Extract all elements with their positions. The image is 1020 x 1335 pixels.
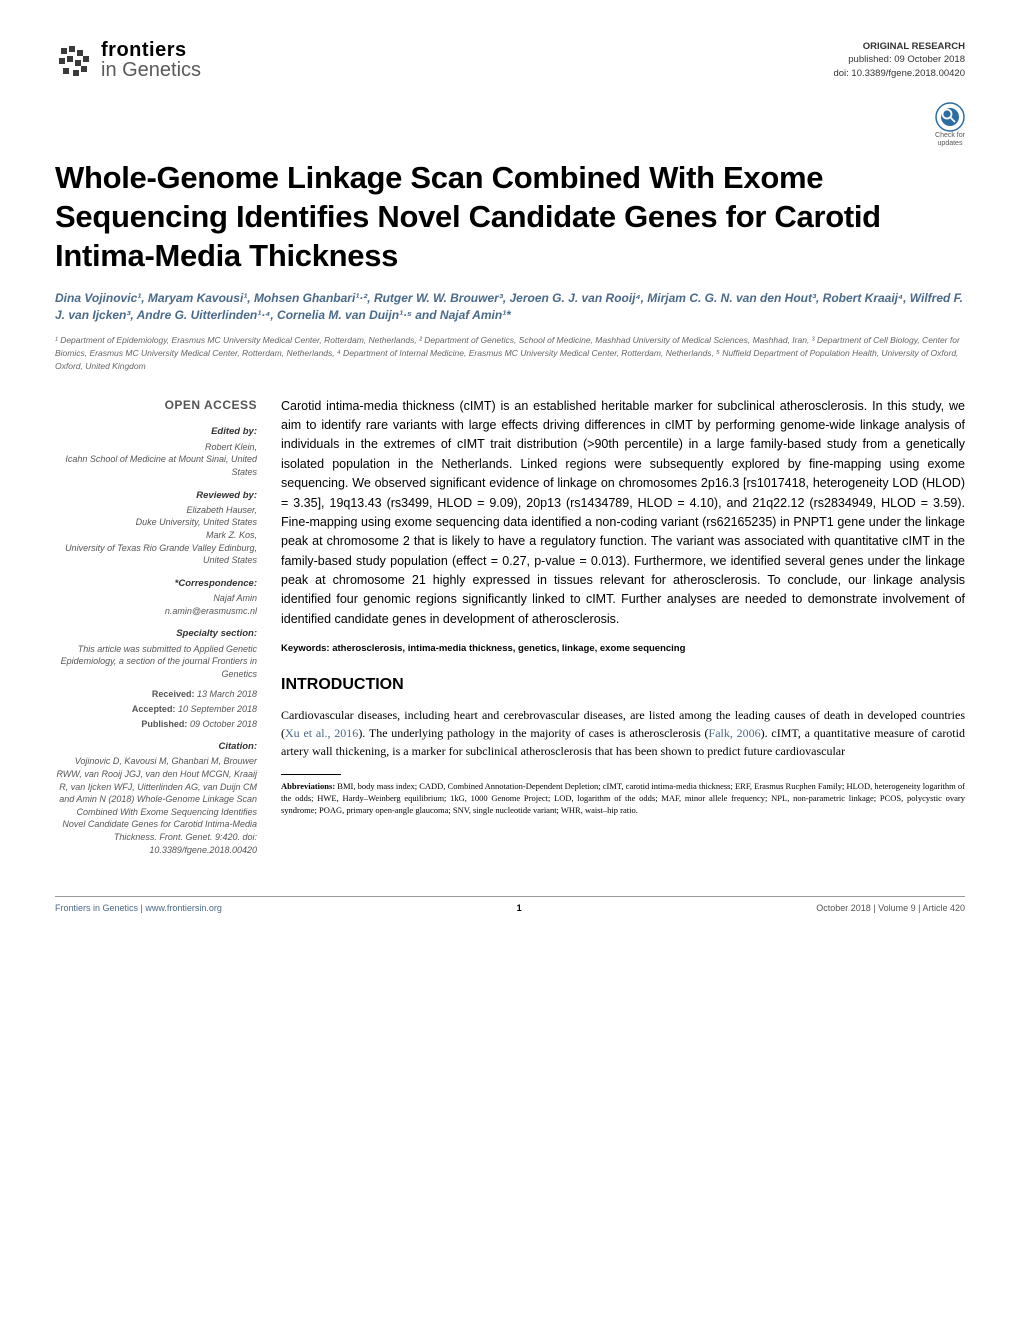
article-type: ORIGINAL RESEARCH [833, 40, 965, 53]
main-column: Carotid intima-media thickness (cIMT) is… [281, 397, 965, 859]
author-list: Dina Vojinovic¹, Maryam Kavousi¹, Mohsen… [55, 290, 965, 325]
specialty-heading: Specialty section: [55, 627, 257, 640]
page-footer: Frontiers in Genetics | www.frontiersin.… [55, 896, 965, 913]
logo-text-top: frontiers [101, 40, 201, 60]
introduction-heading: INTRODUCTION [281, 676, 965, 694]
check-updates-badge[interactable]: Check for updates [935, 102, 965, 147]
citation-heading: Citation: [55, 740, 257, 753]
keywords: Keywords: atherosclerosis, intima-media … [281, 643, 965, 654]
sidebar: OPEN ACCESS Edited by: Robert Klein, Ica… [55, 397, 257, 859]
check-text-2: updates [938, 140, 963, 147]
reviewed-by-heading: Reviewed by: [55, 489, 257, 502]
received-line: Received: 13 March 2018 [55, 688, 257, 701]
published-date: published: 09 October 2018 [833, 53, 965, 66]
footer-journal-link[interactable]: Frontiers in Genetics [55, 903, 138, 913]
published-line: Published: 09 October 2018 [55, 718, 257, 731]
article-title: Whole-Genome Linkage Scan Combined With … [55, 159, 965, 275]
correspondence-heading: *Correspondence: [55, 577, 257, 590]
introduction-paragraph: Cardiovascular diseases, including heart… [281, 706, 965, 760]
edited-by: Robert Klein, Icahn School of Medicine a… [55, 441, 257, 479]
affiliations: ¹ Department of Epidemiology, Erasmus MC… [55, 334, 965, 372]
open-access-label: OPEN ACCESS [55, 397, 257, 414]
edited-by-heading: Edited by: [55, 425, 257, 438]
reference-link[interactable]: Falk, 2006 [709, 726, 761, 740]
footer-right: October 2018 | Volume 9 | Article 420 [816, 903, 965, 913]
logo-text-bottom: in Genetics [101, 60, 201, 80]
correspondence: Najaf Amin n.amin@erasmusmc.nl [55, 592, 257, 617]
frontiers-logo-icon [55, 40, 95, 80]
abbreviation-rule [281, 774, 341, 775]
header-row: frontiers in Genetics ORIGINAL RESEARCH … [55, 40, 965, 80]
publication-meta: ORIGINAL RESEARCH published: 09 October … [833, 40, 965, 80]
crossmark-icon [935, 102, 965, 132]
abstract: Carotid intima-media thickness (cIMT) is… [281, 397, 965, 630]
footer-left: Frontiers in Genetics | www.frontiersin.… [55, 903, 222, 913]
doi-line: doi: 10.3389/fgene.2018.00420 [833, 67, 965, 80]
check-text-1: Check for [935, 132, 965, 139]
reviewed-by: Elizabeth Hauser, Duke University, Unite… [55, 504, 257, 567]
specialty-section: This article was submitted to Applied Ge… [55, 643, 257, 681]
page-number: 1 [517, 903, 522, 913]
reference-link[interactable]: Xu et al., 2016 [285, 726, 358, 740]
citation-text: Vojinovic D, Kavousi M, Ghanbari M, Brou… [55, 755, 257, 856]
accepted-line: Accepted: 10 September 2018 [55, 703, 257, 716]
footer-site-link[interactable]: www.frontiersin.org [145, 903, 222, 913]
abbreviations: Abbreviations: BMI, body mass index; CAD… [281, 781, 965, 817]
journal-logo: frontiers in Genetics [55, 40, 201, 80]
